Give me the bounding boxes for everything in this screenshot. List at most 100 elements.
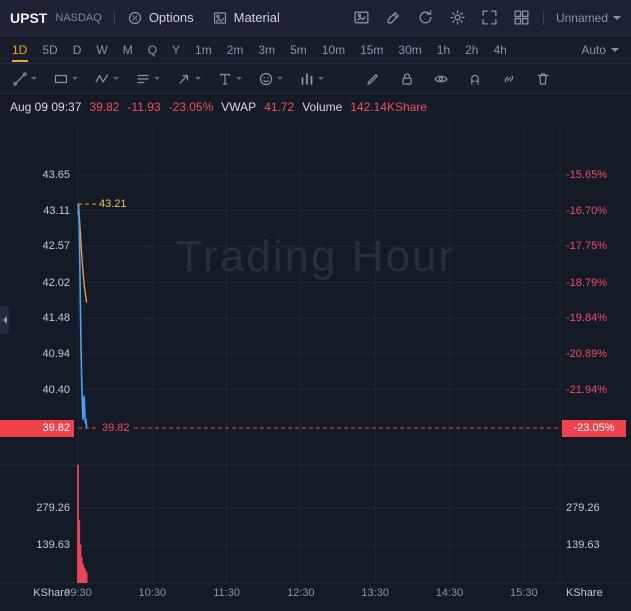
trash-tool-button[interactable] xyxy=(533,69,553,89)
edit-icon xyxy=(385,9,402,26)
layout-name-dropdown[interactable]: Unnamed xyxy=(556,11,621,25)
edit-button[interactable] xyxy=(384,8,403,27)
magnet-tool-button[interactable] xyxy=(465,69,485,89)
last-price-tag-right: -23.05% xyxy=(562,419,626,437)
wave-tool-button[interactable] xyxy=(92,69,121,89)
drawing-tools-group xyxy=(10,69,326,89)
divider xyxy=(113,10,115,25)
collapse-panel-handle[interactable] xyxy=(0,306,9,334)
text-tool-button[interactable] xyxy=(215,69,244,89)
trend-line-tool-button[interactable] xyxy=(10,69,39,89)
timeframe-5m[interactable]: 5m xyxy=(290,36,307,63)
material-menu-button[interactable]: Material xyxy=(212,10,280,26)
price-series-line xyxy=(77,203,88,429)
top-toolbar-left: UPST NASDAQ Options Material xyxy=(10,10,280,26)
pct-axis-label: -18.79% xyxy=(566,276,607,289)
link-tool-button[interactable] xyxy=(499,69,519,89)
price-axis-label: 40.94 xyxy=(42,348,70,360)
cursor-tool-button[interactable] xyxy=(174,69,203,89)
options-menu-button[interactable]: Options xyxy=(127,10,194,26)
time-axis-label: 15:30 xyxy=(510,587,538,599)
volume-unit-left: KShare xyxy=(33,587,70,599)
quote-info-bar: Aug 09 09:37 39.82 -11.93 -23.05% VWAP 4… xyxy=(0,94,631,120)
volume-bar xyxy=(83,567,86,583)
caret-down-icon xyxy=(613,15,621,20)
volume-bar xyxy=(79,544,82,583)
price-axis-label: 40.40 xyxy=(42,383,70,396)
settings-button[interactable] xyxy=(448,8,467,27)
shape-icon xyxy=(53,71,69,87)
timeframe-1m[interactable]: 1m xyxy=(195,36,212,63)
time-axis-label: 11:30 xyxy=(213,587,240,599)
layout-button[interactable] xyxy=(512,8,531,27)
timeframe-w[interactable]: W xyxy=(96,36,107,63)
caret-down-icon xyxy=(113,77,119,80)
timeframe-2h[interactable]: 2h xyxy=(465,36,478,63)
lock-tool-button[interactable] xyxy=(397,69,417,89)
eye-tool-button[interactable] xyxy=(431,69,451,89)
brush-tool-button[interactable] xyxy=(363,69,383,89)
pct-axis-label: -19.84% xyxy=(566,312,607,325)
pct-axis-label: -20.89% xyxy=(566,348,607,360)
timeframe-10m[interactable]: 10m xyxy=(322,36,345,63)
chart-type-icon xyxy=(299,71,315,87)
timeframe-d[interactable]: D xyxy=(73,36,82,63)
fullscreen-button[interactable] xyxy=(480,8,499,27)
eye-icon xyxy=(433,71,449,87)
timeframe-3m[interactable]: 3m xyxy=(258,36,275,63)
refresh-icon xyxy=(417,9,434,26)
timeframe-q[interactable]: Q xyxy=(148,36,157,63)
time-axis-label: 12:30 xyxy=(287,587,315,599)
time-axis-label: 13:30 xyxy=(361,587,389,599)
chart-area[interactable]: Trading Hour 43.65 -15.65% 43.11 -16.70% 42.… xyxy=(0,120,631,611)
shape-tool-button[interactable] xyxy=(51,69,80,89)
caret-down-icon xyxy=(236,77,242,80)
vwap-label: VWAP xyxy=(221,100,257,114)
emoji-tool-button[interactable] xyxy=(256,69,285,89)
volume-bar xyxy=(84,569,87,583)
volume-bar xyxy=(85,572,88,583)
timeframe-30m[interactable]: 30m xyxy=(398,36,421,63)
quote-change-pct: -23.05% xyxy=(168,100,214,114)
chart-type-tool-button[interactable] xyxy=(297,69,326,89)
timeframe-1h[interactable]: 1h xyxy=(437,36,450,63)
volume-bar xyxy=(82,563,84,583)
price-axis-label: 43.65 xyxy=(42,169,70,181)
volume-label: Volume xyxy=(302,100,343,114)
screenshot-icon xyxy=(353,9,370,26)
header-actions xyxy=(352,8,531,27)
screenshot-button[interactable] xyxy=(352,8,371,27)
timeframe-5d[interactable]: 5D xyxy=(42,36,57,63)
timeframe-items: 1D 5D D W M Q Y 1m 2m 3m 5m 10m 15m 30m 1h 2h 4h xyxy=(12,36,507,63)
timeframe-2m[interactable]: 2m xyxy=(227,36,244,63)
trend-line-icon xyxy=(12,71,28,87)
timeframe-m[interactable]: M xyxy=(123,36,133,63)
symbol-name[interactable]: UPST xyxy=(10,9,48,26)
exchange-name: NASDAQ xyxy=(55,11,102,24)
timeframe-bar: 1D 5D D W M Q Y 1m 2m 3m 5m 10m 15m 30m 1h 2h 4h Auto xyxy=(0,36,631,64)
timeframe-1d[interactable]: 1D xyxy=(12,36,27,63)
volume-axis-label-left: 279.26 xyxy=(36,501,70,514)
indicator-icon xyxy=(135,71,151,87)
layout-name: Unnamed xyxy=(555,10,608,25)
magnet-icon xyxy=(467,71,483,87)
divider xyxy=(542,10,544,25)
timeframe-4h[interactable]: 4h xyxy=(493,36,506,63)
timeframe-15m[interactable]: 15m xyxy=(360,36,383,63)
auto-label: Auto xyxy=(581,42,606,57)
material-icon xyxy=(212,10,228,26)
vwap-value: 41.72 xyxy=(264,100,295,114)
refresh-button[interactable] xyxy=(416,8,435,27)
pct-axis-label: -21.94% xyxy=(566,383,607,396)
material-menu-label: Material xyxy=(233,10,280,25)
text-icon xyxy=(217,71,233,87)
lock-icon xyxy=(399,71,415,87)
indicator-tool-button[interactable] xyxy=(133,69,162,89)
pct-axis-label: -16.70% xyxy=(566,204,607,217)
volume-value: 142.14KShare xyxy=(350,100,427,114)
caret-down-icon xyxy=(277,77,283,80)
auto-scale-dropdown[interactable]: Auto xyxy=(581,43,619,57)
timeframe-y[interactable]: Y xyxy=(172,36,180,63)
price-axis-label: 42.57 xyxy=(42,240,70,253)
